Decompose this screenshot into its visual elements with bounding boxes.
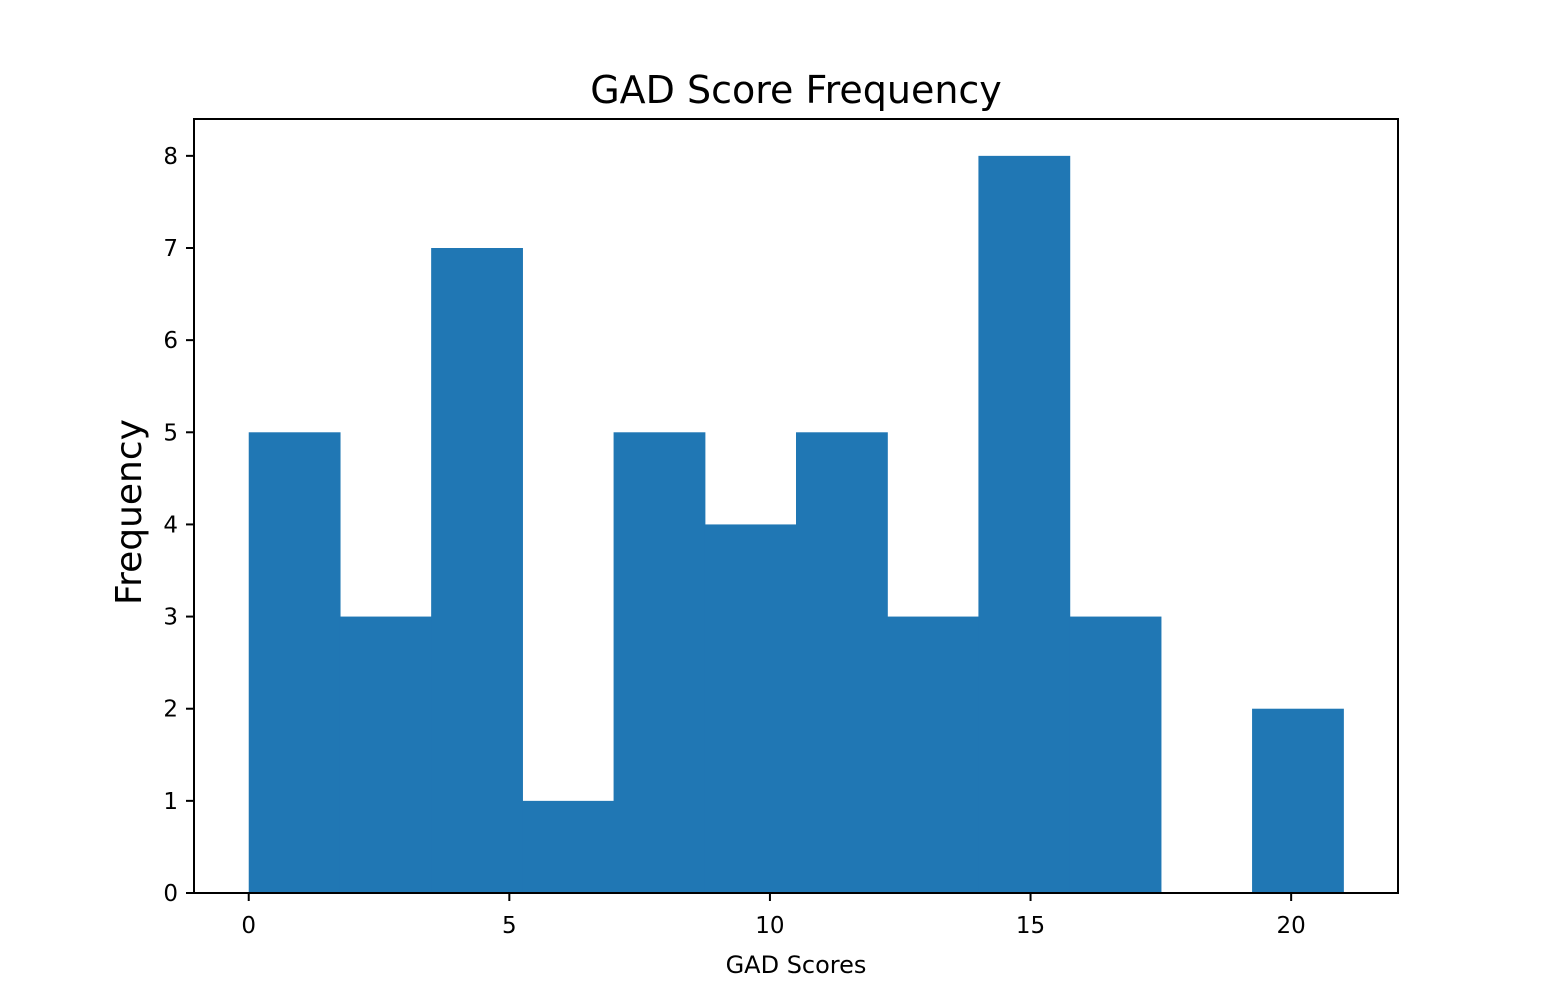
y-tick-label: 6 <box>163 328 178 354</box>
y-tick-label: 7 <box>163 236 178 262</box>
histogram-bar <box>522 800 615 893</box>
x-axis-title: GAD Scores <box>726 951 867 979</box>
y-tick-label: 8 <box>163 144 178 170</box>
y-tick-label: 3 <box>163 605 178 631</box>
x-tick-label: 5 <box>502 913 517 939</box>
y-axis-title: Frequency <box>109 419 150 605</box>
plot-frame <box>193 118 1399 894</box>
y-tick-label: 5 <box>163 420 178 446</box>
y-tick-label: 4 <box>163 512 178 538</box>
y-axis-ticks: 0 1 2 3 4 5 6 7 8 <box>163 144 194 907</box>
y-tick-label: 1 <box>163 789 178 815</box>
x-tick-label: 20 <box>1277 913 1306 939</box>
histogram-bar <box>887 616 980 893</box>
histogram-bar <box>796 432 888 893</box>
x-tick-label: 0 <box>241 913 256 939</box>
x-tick-label: 10 <box>755 913 784 939</box>
histogram-bar <box>613 432 706 893</box>
histogram-bar <box>248 432 341 893</box>
histogram-bar <box>1252 708 1344 893</box>
histogram-bar <box>704 524 797 893</box>
x-tick-label: 15 <box>1016 913 1045 939</box>
bars-layer <box>248 155 1344 894</box>
y-tick-label: 0 <box>163 881 178 907</box>
chart-title: GAD Score Frequency <box>590 68 1002 112</box>
histogram-bar <box>339 616 432 893</box>
histogram-bar <box>978 155 1071 894</box>
y-tick-label: 2 <box>163 697 178 723</box>
histogram-bar <box>431 248 523 893</box>
histogram-bar <box>1069 616 1162 893</box>
x-axis-ticks: 0 5 10 15 20 <box>241 893 1306 939</box>
